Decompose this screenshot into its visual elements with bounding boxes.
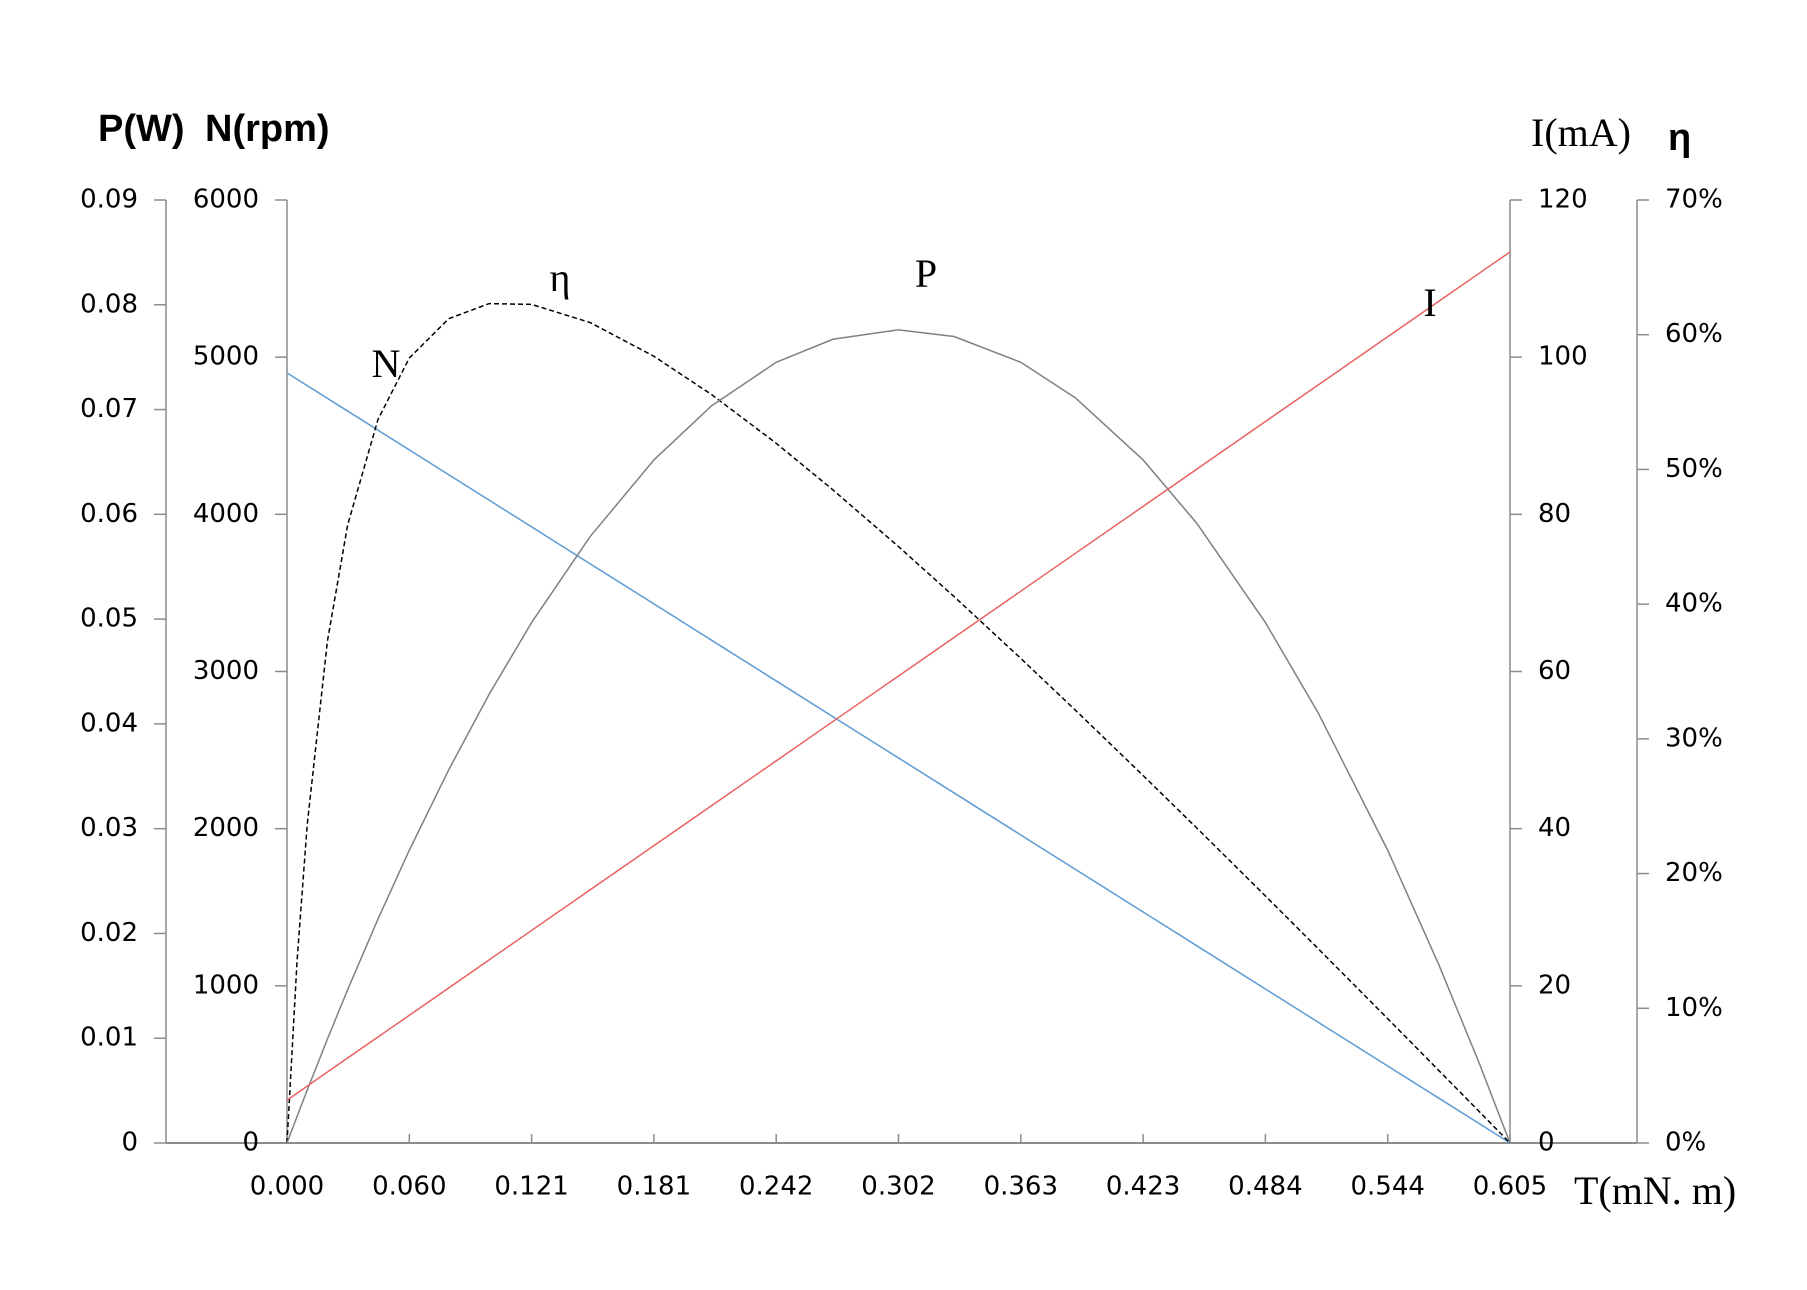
y-tick-label: 70% (1665, 185, 1723, 215)
y4-axis-title: η (1668, 117, 1691, 159)
series-line (286, 302, 1511, 1144)
x-tick-label: 0.423 (1106, 1172, 1180, 1202)
y-tick-label: 20 (1538, 970, 1571, 1000)
y-tick-label: 50% (1665, 454, 1723, 484)
y-tick-label: 10% (1665, 993, 1723, 1023)
x-tick-label: 0.060 (372, 1172, 446, 1202)
series-label: η (550, 255, 571, 300)
y-tick-label: 0 (242, 1128, 259, 1158)
series-line (286, 251, 1511, 1101)
y-tick-label: 0.09 (80, 185, 138, 215)
y-tick-label: 5000 (193, 342, 259, 372)
x-tick-label: 0.363 (984, 1172, 1058, 1202)
y-tick-label: 40 (1538, 813, 1571, 843)
y-axis-title: N(rpm) (205, 108, 330, 150)
x-tick-label: 0.302 (861, 1172, 935, 1202)
y-tick-label: 120 (1538, 185, 1588, 215)
y-tick-label: 0% (1665, 1128, 1706, 1158)
y-tick-label: 0.06 (80, 499, 138, 529)
y-tick-label: 80 (1538, 499, 1571, 529)
series-label: P (915, 251, 937, 296)
y-tick-label: 0.07 (80, 394, 138, 424)
y-tick-label: 30% (1665, 723, 1723, 753)
x-axis-title: T(mN. m) (1574, 1168, 1736, 1213)
y-tick-label: 4000 (193, 499, 259, 529)
x-tick-label: 0.181 (617, 1172, 691, 1202)
series-line (286, 372, 1511, 1144)
y-tick-label: 0 (121, 1128, 138, 1158)
y-tick-label: 6000 (193, 185, 259, 215)
series-line (286, 329, 1511, 1144)
y-tick-label: 0.05 (80, 604, 138, 634)
y-tick-label: 40% (1665, 589, 1723, 619)
x-tick-label: 0.605 (1473, 1172, 1547, 1202)
x-tick-label: 0.242 (739, 1172, 813, 1202)
x-tick-label: 0.484 (1228, 1172, 1302, 1202)
y2-axis-title: I(mA) (1531, 110, 1631, 155)
y-tick-label: 0.04 (80, 708, 138, 738)
x-tick-label: 0.000 (250, 1172, 324, 1202)
y-tick-label: 0 (1538, 1128, 1555, 1158)
y-tick-label: 0.01 (80, 1023, 138, 1053)
x-tick-label: 0.544 (1350, 1172, 1424, 1202)
y-tick-label: 0.08 (80, 289, 138, 319)
y-tick-label: 0.03 (80, 813, 138, 843)
y-tick-label: 20% (1665, 858, 1723, 888)
y-tick-label: 0.02 (80, 918, 138, 948)
y-tick-label: 100 (1538, 342, 1588, 372)
y-tick-label: 60 (1538, 656, 1571, 686)
y-tick-label: 3000 (193, 656, 259, 686)
y-tick-label: 60% (1665, 319, 1723, 349)
series-label: I (1423, 280, 1436, 325)
y3-axis-title: P(W) (98, 108, 185, 150)
x-tick-label: 0.121 (494, 1172, 568, 1202)
y-tick-label: 1000 (193, 970, 259, 1000)
y-tick-label: 2000 (193, 813, 259, 843)
series-label: N (372, 341, 401, 386)
